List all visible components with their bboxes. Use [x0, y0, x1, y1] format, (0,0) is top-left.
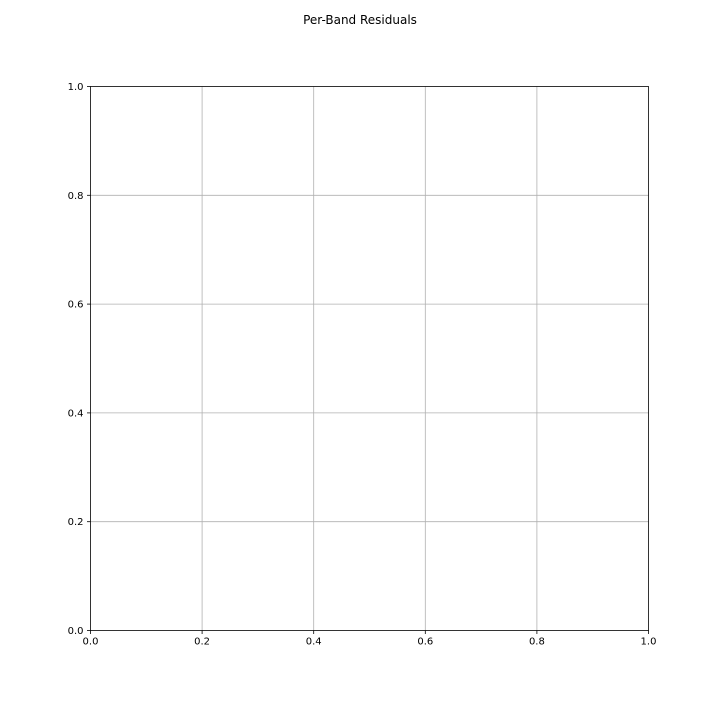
x-tick-label: 0.4	[306, 637, 322, 648]
y-tick-label: 1.0	[68, 82, 84, 93]
chart-title: Per-Band Residuals	[303, 13, 417, 27]
y-tick-label: 0.2	[68, 517, 84, 528]
y-tick-label: 0.6	[68, 300, 84, 311]
x-tick-label: 1.0	[641, 637, 657, 648]
x-axis: 0.0 0.2 0.4 0.6 0.8 1.0	[83, 630, 657, 648]
y-axis: 0.0 0.2 0.4 0.6 0.8 1.0	[68, 82, 91, 637]
x-tick-label: 0.8	[529, 637, 545, 648]
x-tick-label: 0.6	[417, 637, 433, 648]
y-tick-label: 0.4	[68, 408, 84, 419]
grid	[90, 86, 649, 631]
x-tick-label: 0.2	[194, 637, 210, 648]
y-tick-label: 0.8	[68, 191, 84, 202]
y-tick-label: 0.0	[68, 626, 84, 637]
x-tick-label: 0.0	[83, 637, 99, 648]
axes-frame	[90, 86, 649, 631]
